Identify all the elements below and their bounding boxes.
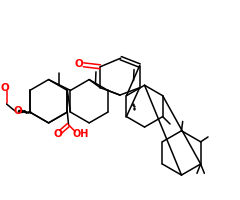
Text: O: O bbox=[0, 83, 9, 93]
Text: O: O bbox=[75, 59, 84, 69]
Text: OH: OH bbox=[72, 129, 89, 139]
Text: O: O bbox=[54, 129, 62, 139]
Text: O: O bbox=[14, 106, 22, 116]
